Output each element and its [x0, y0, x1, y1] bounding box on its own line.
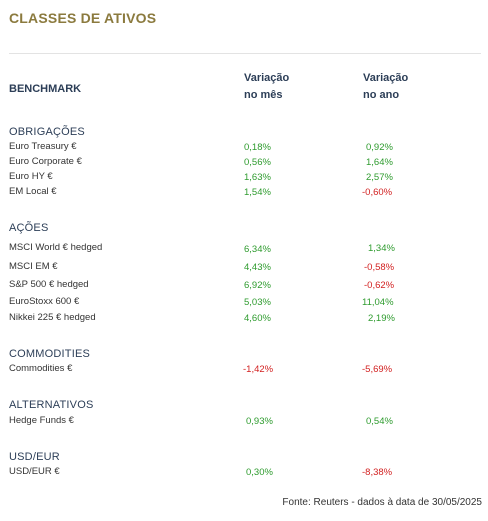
- year-value: 2,57%: [366, 172, 393, 183]
- row-label: USD/EUR €: [9, 466, 60, 477]
- section-title-alternativos: ALTERNATIVOS: [9, 399, 94, 411]
- month-value: -1,42%: [243, 364, 274, 375]
- year-value: 11,04%: [362, 297, 394, 308]
- row-label: MSCI EM €: [9, 261, 58, 272]
- month-value: 0,56%: [244, 157, 271, 168]
- month-value: 1,54%: [244, 187, 271, 198]
- row-label: EuroStoxx 600 €: [9, 296, 80, 307]
- year-value: -0,58%: [364, 262, 395, 273]
- year-value: -8,38%: [362, 467, 393, 478]
- month-value: 0,18%: [244, 142, 271, 153]
- month-value: 1,63%: [244, 172, 271, 183]
- year-value: -5,69%: [362, 364, 393, 375]
- year-value: 1,34%: [368, 243, 395, 254]
- month-value: 4,60%: [244, 313, 271, 324]
- year-change-header: Variação no ano: [363, 70, 408, 104]
- year-header-line2: no ano: [363, 89, 400, 101]
- section-title-usdeur: USD/EUR: [9, 451, 60, 463]
- month-value: 5,03%: [244, 297, 271, 308]
- source-note: Fonte: Reuters - dados à data de 30/05/2…: [282, 497, 482, 508]
- section-title-acoes: AÇÕES: [9, 222, 49, 234]
- year-value: 0,54%: [366, 416, 393, 427]
- year-value: 1,64%: [366, 157, 393, 168]
- month-value: 6,92%: [244, 280, 271, 291]
- row-label: S&P 500 € hedged: [9, 279, 89, 290]
- year-value: 2,19%: [368, 313, 395, 324]
- year-header-line1: Variação: [363, 72, 409, 84]
- month-header-line2: no mês: [244, 89, 283, 101]
- row-label: EM Local €: [9, 186, 57, 197]
- row-label: Nikkei 225 € hedged: [9, 312, 96, 323]
- year-value: -0,62%: [364, 280, 395, 291]
- row-label: Euro Treasury €: [9, 141, 77, 152]
- page-title: CLASSES DE ATIVOS: [9, 10, 157, 26]
- divider: [9, 53, 481, 54]
- row-label: Commodities €: [9, 363, 73, 374]
- row-label: Euro HY €: [9, 171, 53, 182]
- month-value: 0,93%: [246, 416, 273, 427]
- row-label: MSCI World € hedged: [9, 242, 103, 253]
- year-value: -0,60%: [362, 187, 393, 198]
- row-label: Euro Corporate €: [9, 156, 82, 167]
- month-header-line1: Variação: [244, 72, 290, 84]
- month-value: 4,43%: [244, 262, 271, 273]
- section-title-obrigacoes: OBRIGAÇÕES: [9, 126, 85, 138]
- benchmark-header: BENCHMARK: [9, 83, 82, 95]
- section-title-commodities: COMMODITIES: [9, 348, 91, 360]
- month-value: 0,30%: [246, 467, 273, 478]
- row-label: Hedge Funds €: [9, 415, 74, 426]
- month-value: 6,34%: [244, 244, 271, 255]
- year-value: 0,92%: [366, 142, 393, 153]
- month-change-header: Variação no mês: [244, 70, 289, 104]
